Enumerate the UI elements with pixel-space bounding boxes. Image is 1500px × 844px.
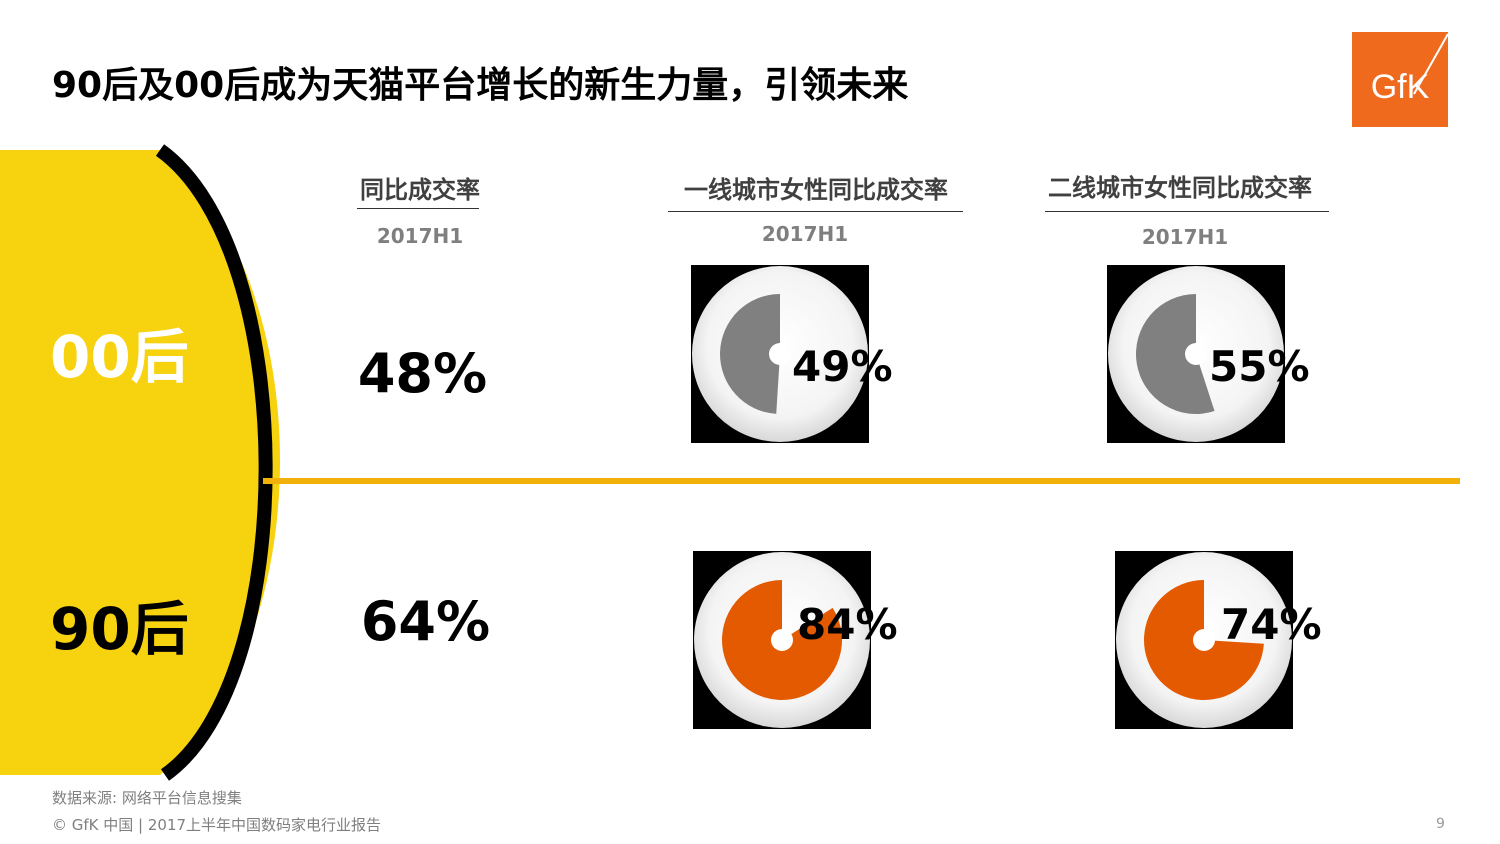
pie-hole xyxy=(1185,343,1207,365)
value-90-overall: 64% xyxy=(360,590,491,653)
column-header-overall: 同比成交率 xyxy=(360,176,480,204)
value-00-overall: 48% xyxy=(357,342,488,405)
value-00-tier2: 55% xyxy=(1209,342,1310,391)
period-label: 2017H1 xyxy=(376,224,464,248)
data-source: 数据来源: 网络平台信息搜集 xyxy=(52,789,242,807)
pie-slice xyxy=(1135,294,1215,414)
column-header-underline xyxy=(668,211,963,212)
pie-hole xyxy=(1193,629,1215,651)
pie-00-tier2 xyxy=(1107,265,1285,443)
footer-copyright: © GfK 中国 | 2017上半年中国数码家电行业报告 xyxy=(52,816,382,834)
pie-90-tier1 xyxy=(693,551,871,729)
pie-slice xyxy=(720,294,780,414)
column-header-tier2: 二线城市女性同比成交率 xyxy=(1048,174,1312,202)
column-header-tier1: 一线城市女性同比成交率 xyxy=(684,176,948,204)
age-segment-band xyxy=(0,144,280,781)
period-label: 2017H1 xyxy=(761,222,849,246)
black-arc-edge xyxy=(155,144,273,781)
column-header-underline xyxy=(357,208,479,209)
pie-90-tier2 xyxy=(1115,551,1293,729)
yellow-half-circle xyxy=(0,150,280,775)
column-header-underline xyxy=(1045,211,1329,212)
value-00-tier1: 49% xyxy=(792,342,893,391)
logo-text: GfK xyxy=(1371,68,1430,106)
gfk-logo: GfK xyxy=(1352,32,1448,127)
pie-00-tier1 xyxy=(691,265,869,443)
page-number: 9 xyxy=(1436,816,1445,832)
page-title: 90后及00后成为天猫平台增长的新生力量，引领未来 xyxy=(52,65,909,106)
value-90-tier1: 84% xyxy=(797,600,898,649)
row-label-90: 90后 xyxy=(50,595,189,663)
pie-hole xyxy=(769,343,791,365)
pie-hole xyxy=(771,629,793,651)
row-label-00: 00后 xyxy=(50,323,189,391)
value-90-tier2: 74% xyxy=(1221,600,1322,649)
row-divider xyxy=(263,478,1460,484)
period-label: 2017H1 xyxy=(1141,225,1229,249)
